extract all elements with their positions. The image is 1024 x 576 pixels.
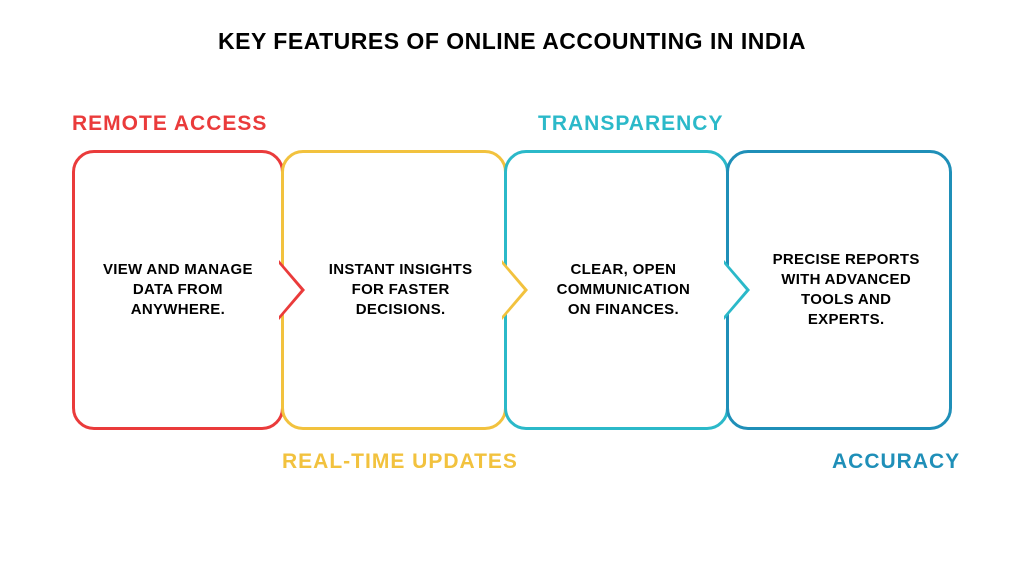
feature-box-realtime: INSTANT INSIGHTS FOR FASTER DECISIONS. [281, 150, 507, 430]
feature-box-text: CLEAR, OPEN COMMUNICATION ON FINANCES. [545, 260, 703, 321]
feature-box-text: VIEW AND MANAGE DATA FROM ANYWHERE. [99, 260, 257, 321]
chevron-icon-fill [724, 264, 746, 316]
feature-box-remote-access: VIEW AND MANAGE DATA FROM ANYWHERE. [72, 150, 284, 430]
feature-label-accuracy: ACCURACY [832, 450, 960, 474]
feature-box-text: INSTANT INSIGHTS FOR FASTER DECISIONS. [322, 260, 480, 321]
feature-box-text: PRECISE REPORTS WITH ADVANCED TOOLS AND … [767, 250, 925, 331]
page-title: KEY FEATURES OF ONLINE ACCOUNTING IN IND… [0, 28, 1024, 55]
feature-boxes-row: VIEW AND MANAGE DATA FROM ANYWHERE. INST… [72, 150, 952, 430]
feature-box-accuracy: PRECISE REPORTS WITH ADVANCED TOOLS AND … [726, 150, 952, 430]
chevron-icon-fill [502, 264, 524, 316]
chevron-icon-fill [279, 264, 301, 316]
feature-box-transparency: CLEAR, OPEN COMMUNICATION ON FINANCES. [504, 150, 730, 430]
feature-label-remote-access: REMOTE ACCESS [72, 112, 267, 136]
feature-label-realtime: REAL-TIME UPDATES [282, 450, 518, 474]
feature-label-transparency: TRANSPARENCY [538, 112, 723, 136]
